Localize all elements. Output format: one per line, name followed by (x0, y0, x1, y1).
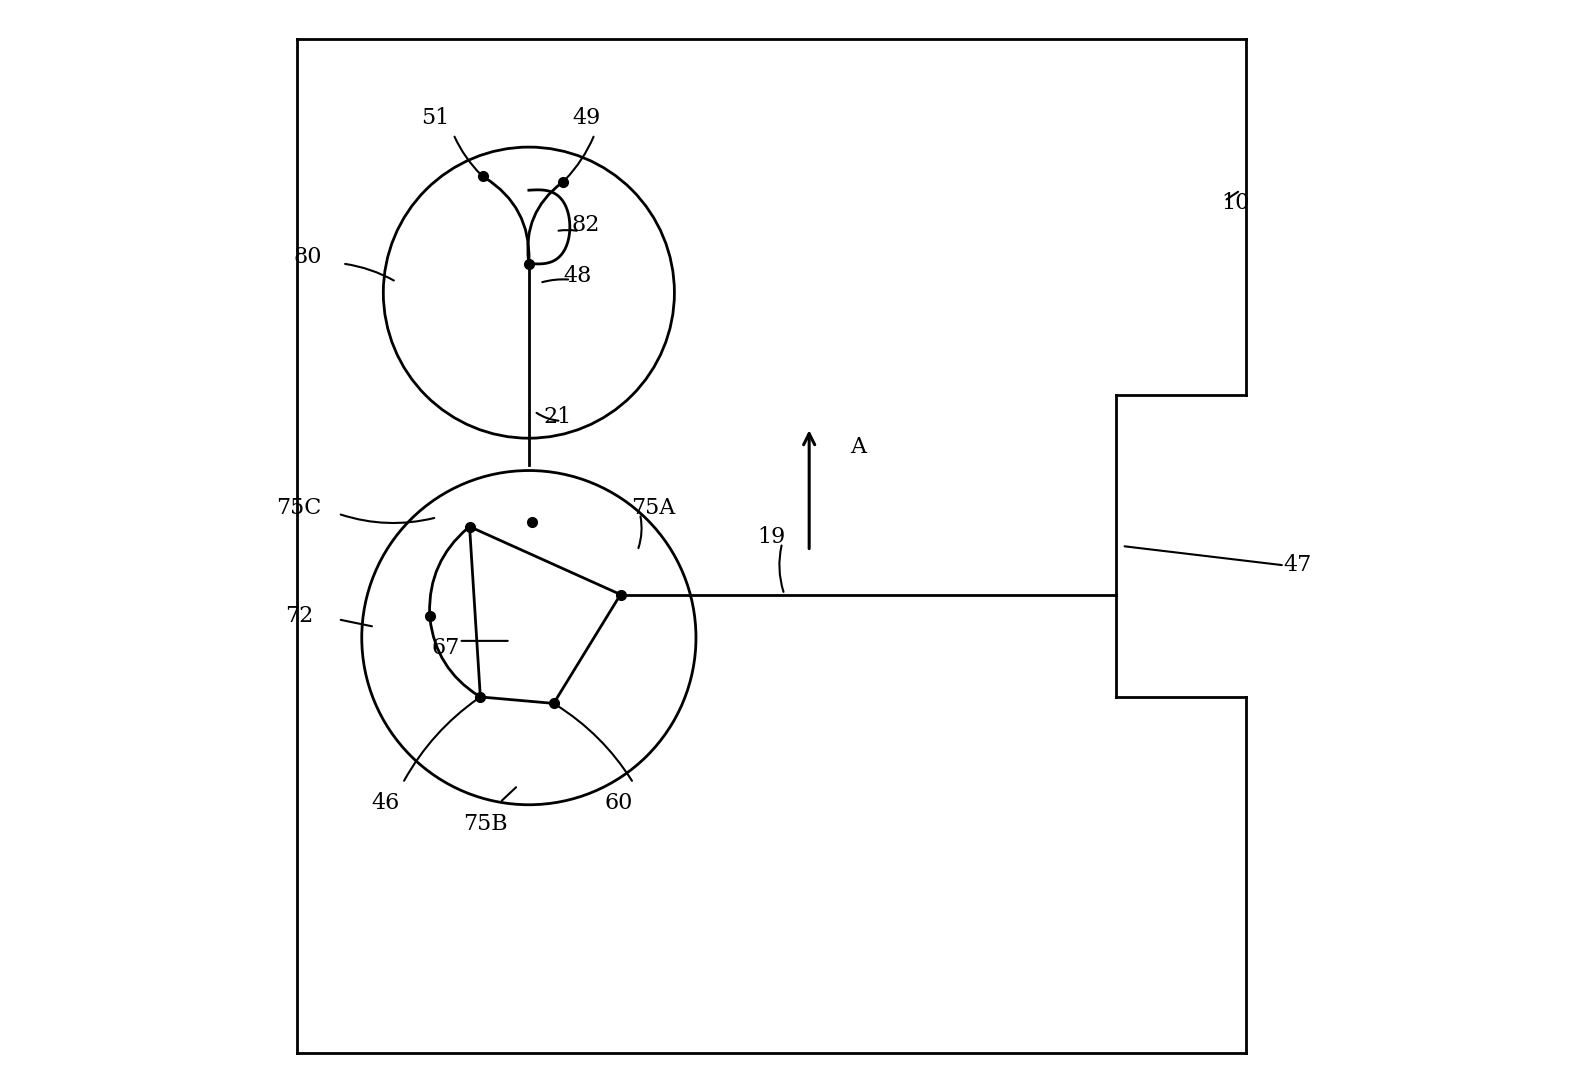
Text: 49: 49 (573, 107, 600, 129)
Text: 72: 72 (285, 605, 314, 627)
Text: A: A (850, 436, 866, 458)
Text: 19: 19 (757, 526, 785, 548)
Text: 80: 80 (293, 246, 322, 268)
Text: 21: 21 (544, 405, 573, 428)
Text: 51: 51 (420, 107, 449, 129)
Text: 82: 82 (573, 214, 600, 236)
Text: 75B: 75B (463, 814, 508, 835)
Text: 75C: 75C (276, 497, 322, 520)
Text: 46: 46 (371, 792, 400, 814)
Text: 60: 60 (604, 792, 633, 814)
Text: 75A: 75A (631, 497, 676, 520)
Text: 10: 10 (1221, 192, 1250, 214)
Text: 48: 48 (563, 265, 592, 287)
Text: 67: 67 (431, 638, 460, 660)
Text: 47: 47 (1283, 555, 1312, 577)
